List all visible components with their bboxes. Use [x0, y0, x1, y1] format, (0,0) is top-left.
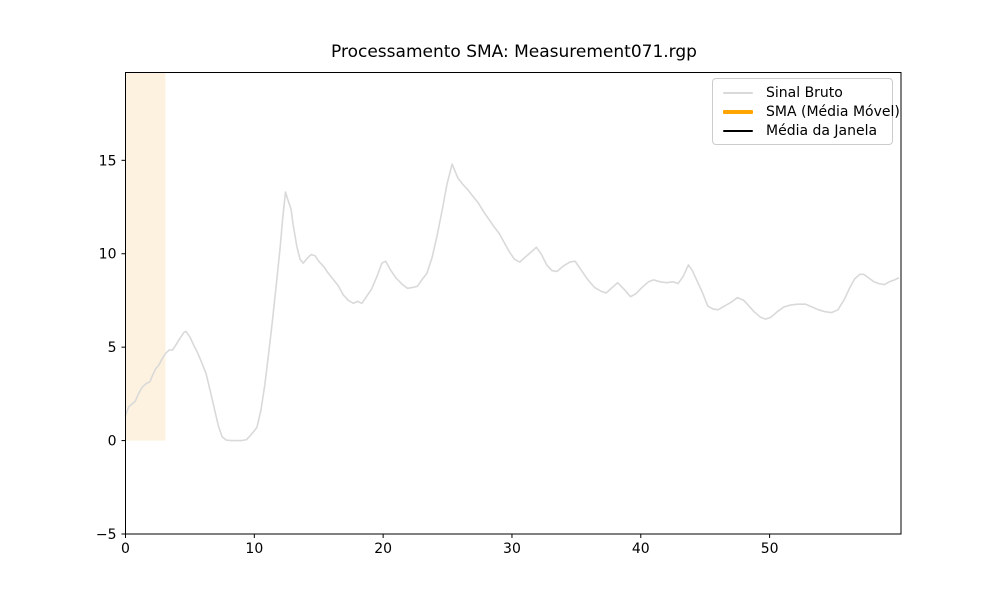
x-tick-label: 50	[761, 541, 779, 557]
x-tick-label: 10	[245, 541, 263, 557]
legend-item-sinal-bruto: Sinal Bruto	[723, 83, 884, 102]
x-tick-label: 30	[503, 541, 521, 557]
window-mean-line-swatch	[723, 129, 753, 132]
x-tick-label: 20	[374, 541, 392, 557]
x-tick-label: 0	[121, 541, 130, 557]
legend-label: Sinal Bruto	[766, 84, 843, 101]
x-tick-label: 40	[632, 541, 650, 557]
raw-signal-line-swatch	[723, 91, 753, 94]
sma-window-span	[125, 72, 166, 441]
legend-item-sma: SMA (Média Móvel)	[723, 102, 900, 121]
legend: Sinal Bruto SMA (Média Móvel) Média da J…	[712, 78, 900, 145]
y-tick-label: −5	[96, 527, 117, 543]
y-tick-label: 5	[108, 340, 117, 356]
legend-label: SMA (Média Móvel)	[766, 103, 900, 120]
y-tick-label: 10	[99, 247, 117, 263]
chart-title: Processamento SMA: Measurement071.rgp	[331, 42, 697, 62]
y-tick-label: 15	[99, 153, 117, 169]
legend-label: Média da Janela	[766, 122, 878, 139]
axes-frame	[125, 72, 902, 535]
raw-signal-line	[124, 163, 900, 442]
sma-line-swatch	[723, 109, 753, 114]
y-tick-label: 0	[108, 434, 117, 450]
legend-item-media-janela: Média da Janela	[723, 121, 884, 140]
